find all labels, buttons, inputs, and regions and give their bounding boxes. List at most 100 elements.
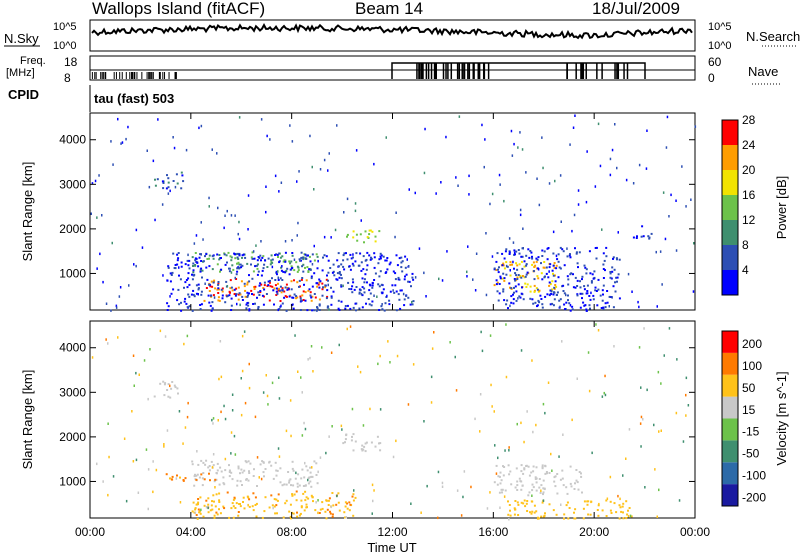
data-cell [283,290,286,293]
data-cell [425,295,427,298]
data-cell [505,323,507,326]
data-cell [166,302,169,305]
data-cell [303,476,306,479]
data-cell [107,493,109,497]
data-cell [586,290,589,292]
data-cell [237,261,240,264]
data-cell [290,265,293,268]
data-cell [529,511,531,514]
data-cell [548,281,551,284]
data-cell [557,276,560,279]
data-cell [520,470,523,473]
data-cell [555,513,558,516]
data-cell [154,178,156,181]
data-cell [184,297,187,300]
data-cell [240,413,243,417]
data-cell [292,484,295,487]
data-cell [195,474,198,477]
data-cell [366,251,369,254]
data-cell [220,375,223,379]
data-cell [313,293,316,295]
data-cell [430,375,433,379]
data-cell [275,294,278,296]
data-cell [378,442,380,445]
data-cell [241,299,244,301]
data-cell [373,489,375,492]
data-cell [295,471,297,475]
data-cell [549,283,552,286]
data-cell [503,466,506,468]
data-cell [611,266,614,269]
data-cell [502,288,505,291]
data-cell [625,517,628,520]
data-cell [262,461,265,464]
data-cell [229,291,231,294]
data-cell [249,462,252,465]
data-cell [289,268,292,271]
data-cell [247,460,250,463]
data-cell [344,505,347,508]
data-cell [329,267,332,269]
data-cell [506,299,509,302]
data-cell [272,477,275,480]
data-cell [371,512,373,515]
data-cell [355,252,358,255]
data-cell [503,277,506,280]
data-cell [161,180,164,183]
data-cell [191,510,194,513]
data-cell [403,278,406,281]
data-cell [245,461,248,464]
data-cell [259,291,262,294]
data-cell [260,118,263,121]
data-cell [284,295,287,298]
data-cell [107,422,109,425]
data-cell [373,252,376,255]
data-cell [512,260,514,264]
data-cell [568,302,571,305]
data-cell [264,259,267,262]
data-cell [300,506,303,509]
data-cell [343,211,345,214]
data-cell [530,471,533,474]
data-cell [515,299,518,302]
data-cell [369,229,372,232]
data-cell [255,264,258,267]
data-cell [504,449,506,452]
data-cell [352,493,355,496]
data-cell [290,260,293,263]
data-cell [291,303,294,306]
data-cell [248,470,250,473]
data-cell [199,308,202,311]
data-cell [332,263,335,266]
data-cell [544,295,547,298]
x-tick-label: 08:00 [277,525,307,539]
data-cell [228,294,231,297]
data-cell [602,252,605,255]
y-tick-label: 1000 [59,474,86,488]
data-cell [288,510,291,513]
data-cell [602,277,605,279]
data-cell [555,293,558,296]
data-cell [256,296,258,299]
data-cell [412,363,415,366]
data-cell [257,270,260,273]
data-cell [568,254,571,257]
colorbar-segment [722,270,738,295]
data-cell [363,278,366,281]
data-cell [253,468,255,471]
data-cell [378,275,381,278]
data-cell [115,304,118,308]
data-cell [222,476,225,479]
colorbar-segment [722,484,738,506]
data-cell [406,258,408,261]
data-cell [360,448,363,451]
data-cell [318,309,321,311]
data-cell [562,484,565,487]
data-cell [240,377,242,380]
data-cell [659,250,662,253]
data-cell [545,471,548,473]
data-cell [282,270,285,273]
data-cell [554,280,557,283]
data-cell [312,500,314,503]
data-cell [370,256,372,259]
